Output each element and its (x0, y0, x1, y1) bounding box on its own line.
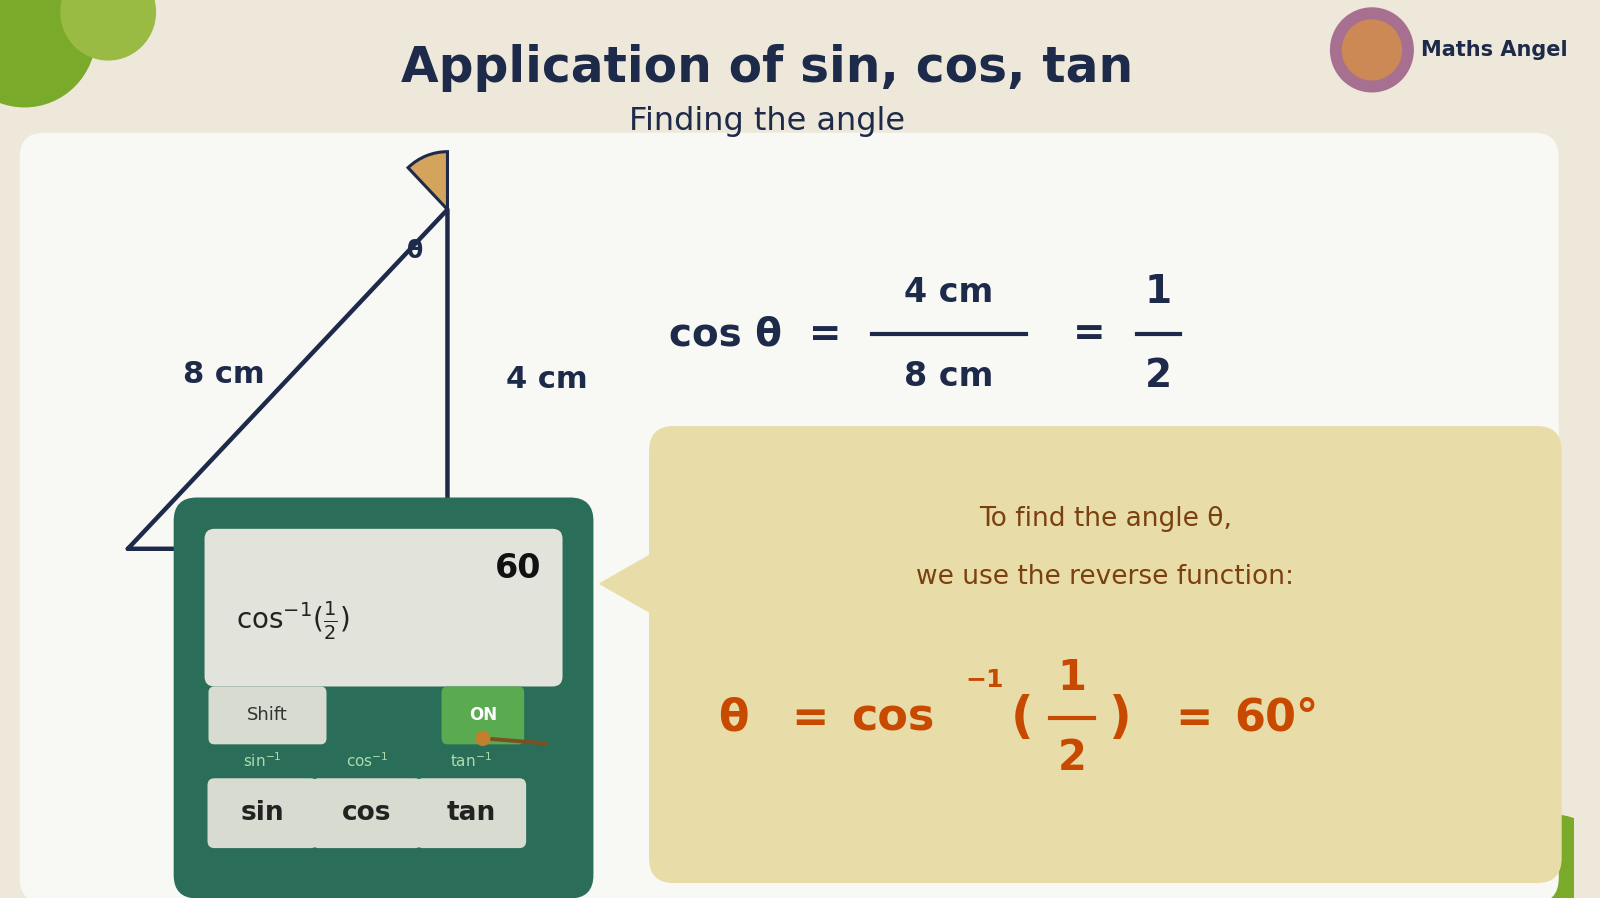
Text: =: = (792, 697, 829, 740)
Text: $\mathrm{sin^{-1}}$: $\mathrm{sin^{-1}}$ (243, 751, 282, 770)
Text: θ: θ (718, 697, 749, 740)
Text: Application of sin, cos, tan: Application of sin, cos, tan (402, 44, 1133, 92)
Polygon shape (600, 539, 678, 629)
Text: 8 cm: 8 cm (182, 360, 264, 389)
Wedge shape (408, 152, 448, 209)
Text: cos: cos (851, 697, 934, 740)
Text: cos: cos (342, 800, 392, 826)
Text: 4 cm: 4 cm (507, 365, 589, 393)
Text: we use the reverse function:: we use the reverse function: (917, 564, 1294, 590)
FancyBboxPatch shape (650, 426, 1562, 883)
Text: 1: 1 (1058, 657, 1086, 700)
Text: cos θ  =: cos θ = (669, 315, 842, 353)
Text: $\mathrm{cos^{-1}}$: $\mathrm{cos^{-1}}$ (346, 751, 389, 770)
Circle shape (1448, 838, 1531, 898)
Text: $\mathrm{tan^{-1}}$: $\mathrm{tan^{-1}}$ (450, 751, 491, 770)
Text: Maths Angel: Maths Angel (1421, 40, 1568, 60)
FancyBboxPatch shape (208, 686, 326, 744)
Circle shape (1496, 815, 1600, 898)
Text: 60°: 60° (1234, 697, 1318, 740)
FancyBboxPatch shape (19, 133, 1558, 898)
Text: To find the angle θ,: To find the angle θ, (979, 506, 1232, 532)
FancyBboxPatch shape (208, 779, 318, 848)
Text: (: ( (1011, 694, 1034, 743)
Text: Finding the angle: Finding the angle (629, 106, 906, 137)
Circle shape (1342, 20, 1402, 80)
Text: =: = (1176, 697, 1213, 740)
Text: ON: ON (469, 707, 498, 725)
FancyBboxPatch shape (312, 779, 422, 848)
Circle shape (61, 0, 155, 60)
Text: 2: 2 (1146, 357, 1173, 395)
Text: −1: −1 (966, 668, 1005, 692)
Text: sin: sin (240, 800, 285, 826)
Text: 60: 60 (494, 552, 541, 585)
Text: Shift: Shift (246, 707, 288, 725)
FancyBboxPatch shape (174, 499, 592, 897)
Text: 2: 2 (1058, 737, 1086, 779)
Text: $\mathrm{cos^{-1}(\frac{1}{2})}$: $\mathrm{cos^{-1}(\frac{1}{2})}$ (237, 600, 349, 642)
Text: 4 cm: 4 cm (904, 276, 994, 309)
Circle shape (0, 0, 96, 107)
Circle shape (1331, 8, 1413, 92)
Circle shape (475, 731, 490, 745)
Text: 1: 1 (1146, 273, 1173, 312)
Text: tan: tan (446, 800, 496, 826)
Text: ): ) (1109, 694, 1133, 743)
FancyBboxPatch shape (442, 686, 525, 744)
Text: 8 cm: 8 cm (904, 360, 994, 392)
FancyBboxPatch shape (416, 779, 526, 848)
Text: =: = (1074, 315, 1106, 353)
Text: θ: θ (406, 240, 422, 263)
FancyBboxPatch shape (205, 529, 563, 686)
